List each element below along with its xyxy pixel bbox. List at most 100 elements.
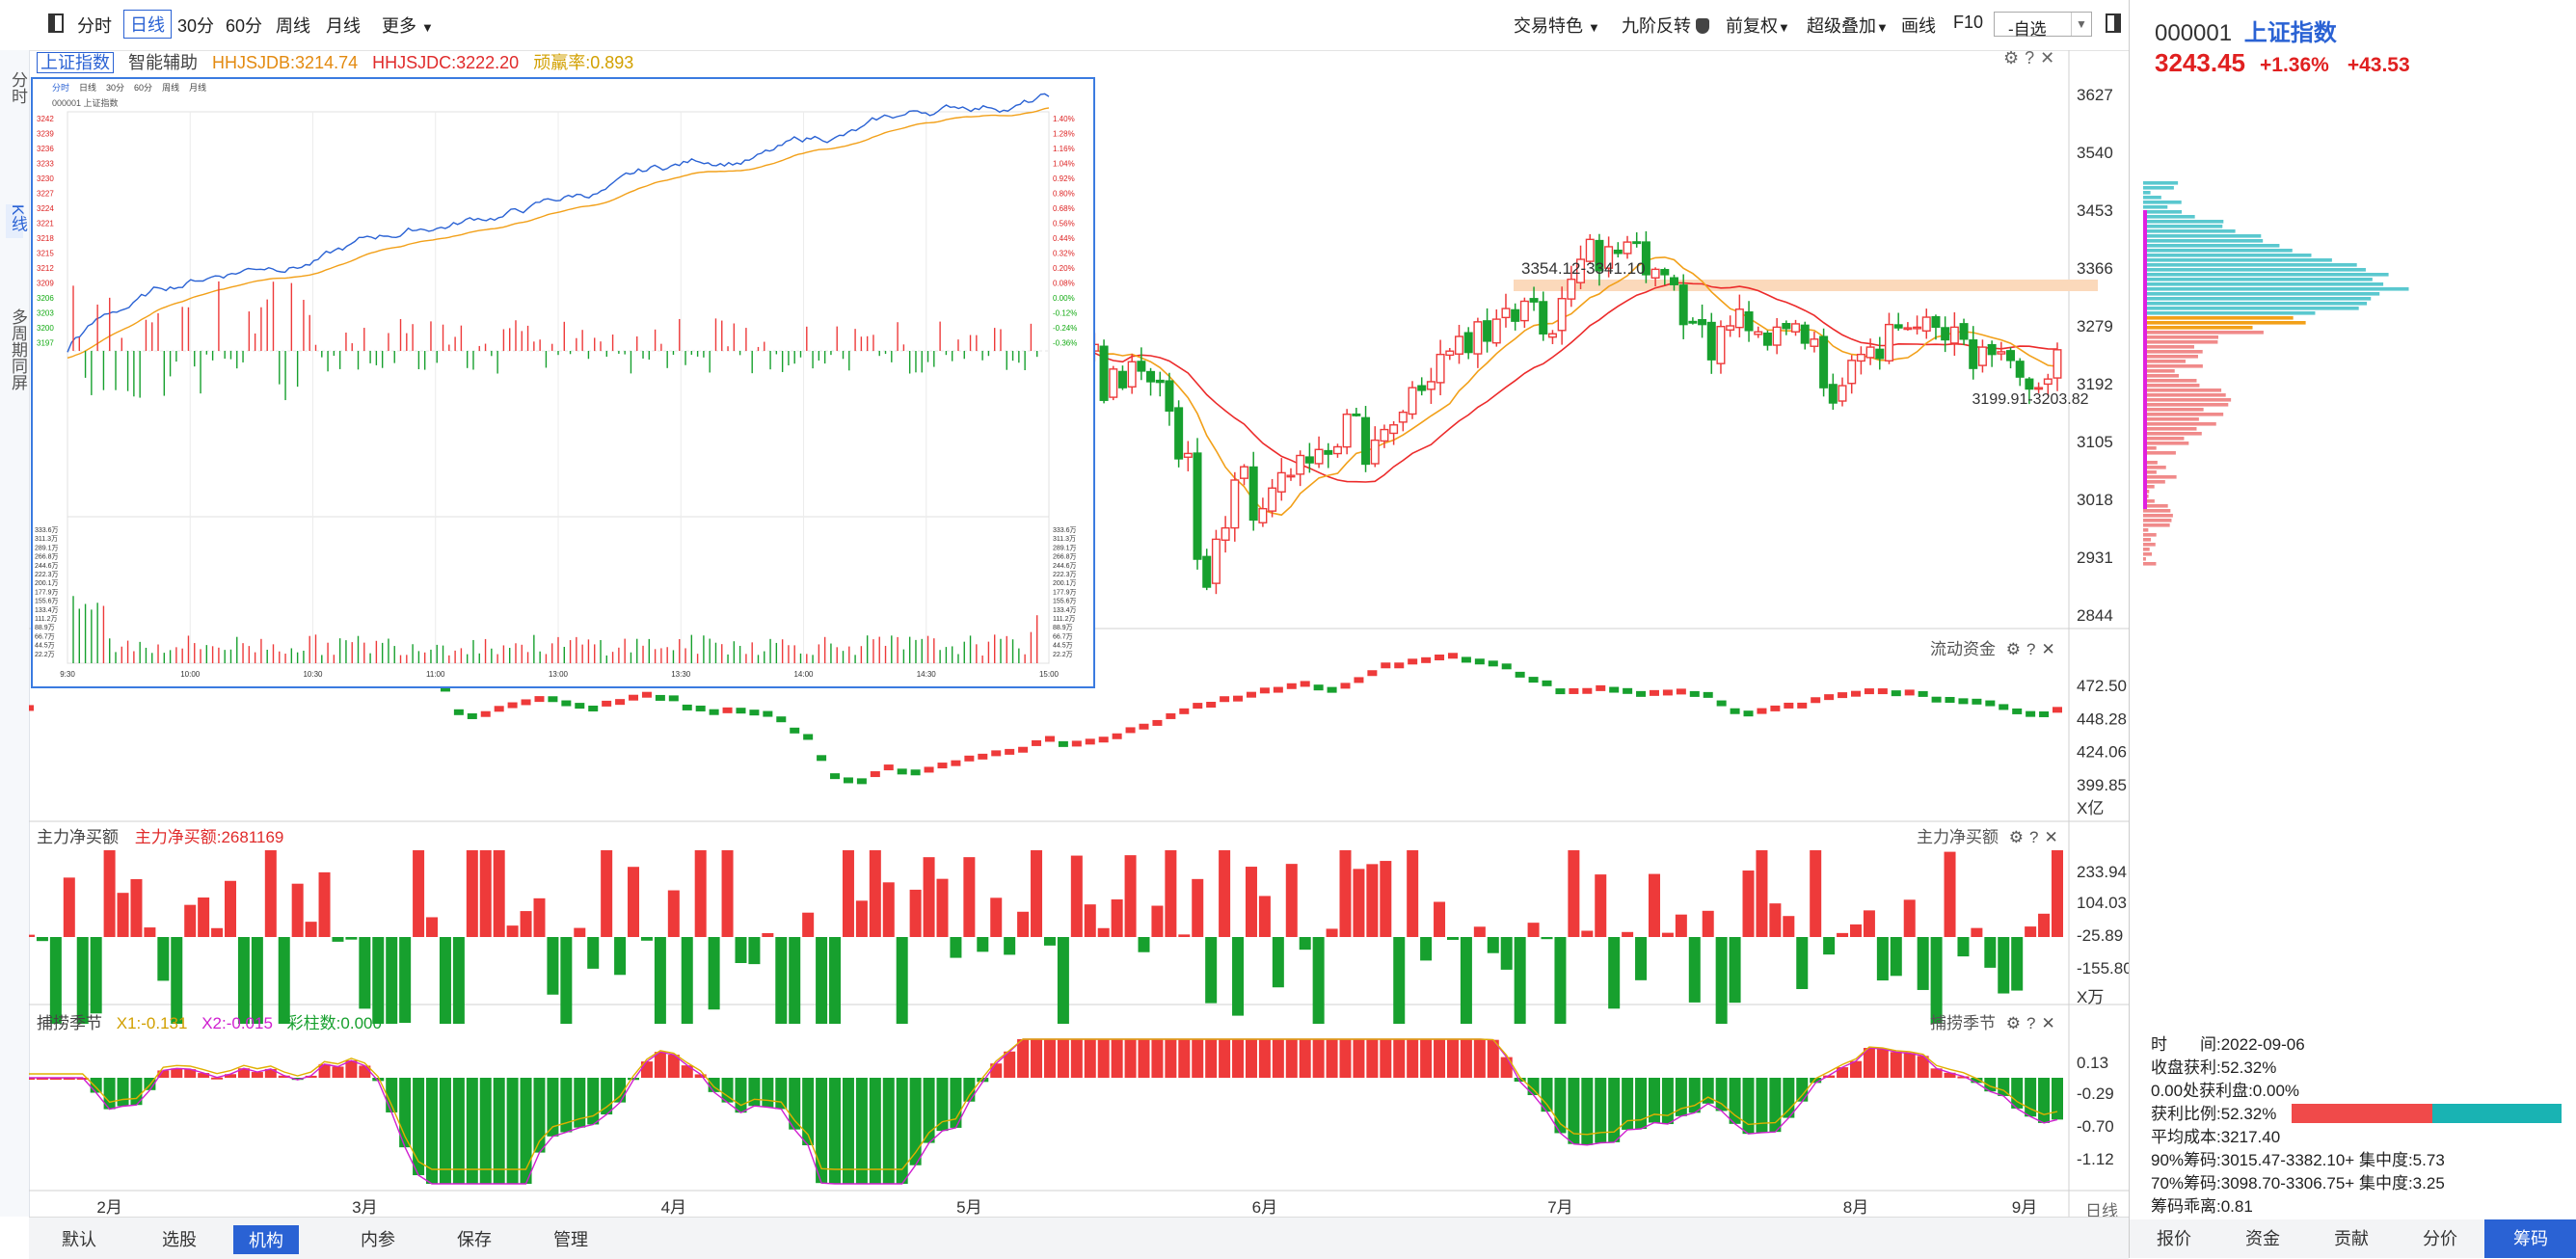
net-bar [1971, 927, 1983, 937]
season-bar [909, 1078, 922, 1165]
season-bar [1984, 1078, 1997, 1092]
bottom-tab-default[interactable]: 默认 [62, 1230, 96, 1249]
trade-feature-menu[interactable]: 交易特色 ▼ [1514, 13, 1600, 38]
tab-60min[interactable]: 60分 [226, 16, 263, 36]
season-title-text: 捕捞季节 [37, 1014, 102, 1032]
tab-weekly[interactable]: 周线 [276, 16, 310, 36]
season-bar [1420, 1039, 1433, 1078]
overlay-menu[interactable]: 超级叠加▼ [1807, 13, 1889, 38]
chip-bar [2143, 292, 2380, 296]
candle-body [1762, 332, 1772, 346]
adjust-menu[interactable]: 前复权▼ [1726, 13, 1790, 38]
chip-bar [2143, 480, 2165, 484]
season-bar [1903, 1053, 1916, 1078]
bottom-tab-institution[interactable]: 机构 [233, 1225, 299, 1254]
settings-icon[interactable]: ⚙ [2008, 828, 2024, 846]
month-label: 2月 [96, 1198, 121, 1217]
bottom-tab-save[interactable]: 保存 [457, 1230, 492, 1249]
side-tab-timeshare[interactable]: 分时 [6, 71, 27, 111]
f10-button[interactable]: F10 [1953, 13, 1984, 32]
flow-tick: 448.28 [2077, 710, 2127, 728]
net-bar [1446, 937, 1459, 940]
draw-line-button[interactable]: 画线 [1901, 16, 1936, 36]
flow-point [521, 699, 531, 706]
chip-bar [2143, 552, 2153, 556]
chip-bar [2143, 422, 2216, 426]
close-icon[interactable]: ✕ [2044, 828, 2058, 846]
net-bar [1057, 937, 1069, 1024]
tab-daily[interactable]: 日线 [123, 10, 172, 39]
side-tab-kline[interactable]: K线 [6, 204, 27, 239]
flow-point [494, 706, 504, 712]
flow-point [1528, 677, 1539, 683]
settings-icon[interactable]: ⚙ [2005, 640, 2021, 658]
net-bar [90, 937, 102, 1014]
season-bar [1541, 1078, 1553, 1112]
right-tab-funds[interactable]: 资金 [2218, 1219, 2308, 1258]
flow-point [910, 769, 921, 776]
chip-bar [2143, 186, 2174, 190]
season-tick: -0.70 [2077, 1117, 2114, 1136]
close-icon[interactable]: ✕ [2040, 48, 2061, 67]
help-icon[interactable]: ? [2028, 828, 2039, 846]
net-bar [117, 893, 129, 937]
side-tab-multi-period[interactable]: 多周期同屏 [6, 308, 27, 397]
inset-tab[interactable]: 周线 [162, 83, 180, 93]
index-name-badge[interactable]: 上证指数 [37, 52, 114, 73]
net-bar [1460, 937, 1472, 1024]
season-bar [264, 1068, 277, 1078]
candle-body [1137, 361, 1146, 372]
bottom-tab-insider[interactable]: 内参 [361, 1230, 395, 1249]
season-bar [1876, 1049, 1889, 1078]
season-bar [1366, 1039, 1379, 1078]
settings-icon[interactable]: ⚙ [2005, 1014, 2021, 1032]
chip-bar [2143, 302, 2368, 306]
right-tab-chips[interactable]: 筹码 [2484, 1219, 2576, 1258]
inset-left-tick: 3197 [37, 339, 54, 348]
season-title-right: 捕捞季节 [1930, 1014, 1996, 1032]
inset-tab[interactable]: 30分 [106, 83, 125, 93]
flow-point [1005, 748, 1015, 755]
chart-area[interactable]: 3354.12-3341.10 3199.91-3203.82 3627 3540 34… [29, 48, 2129, 1220]
layout-toggle-icon[interactable] [48, 13, 64, 33]
inset-tab[interactable]: 60分 [134, 83, 153, 93]
watchlist-select[interactable]: -自选 ▼ [1994, 12, 2092, 39]
help-icon[interactable]: ? [2026, 1014, 2036, 1032]
chip-bar [2143, 427, 2197, 431]
more-menu[interactable]: 更多 ▼ [382, 13, 434, 38]
nine-reversal-menu[interactable]: 九阶反转 [1622, 13, 1710, 38]
intraday-inset[interactable]: 3242 3239 3236 3233 3230 3227 3224 3221 3218 3215… [31, 77, 1095, 688]
inset-left-tick: 3239 [37, 130, 54, 139]
candle-body [1211, 538, 1221, 584]
inset-tab[interactable]: 日线 [79, 83, 97, 93]
inset-vol-tick: 244.6万 [1053, 562, 1077, 570]
inset-right-tick: -0.12% [1053, 309, 1077, 318]
inset-right-tick: 0.20% [1053, 264, 1075, 273]
tab-timeshare[interactable]: 分时 [77, 16, 112, 36]
inset-tab[interactable]: 月线 [189, 83, 207, 93]
net-bar [184, 904, 197, 937]
inset-vol-tick: 333.6万 [35, 526, 59, 534]
net-bar [36, 937, 48, 942]
chip-distribution [2143, 181, 2409, 566]
assist-label[interactable]: 智能辅助 [128, 53, 199, 72]
close-icon[interactable]: ✕ [2041, 640, 2055, 658]
inset-tab[interactable]: 分时 [52, 83, 70, 93]
right-tab-price[interactable]: 分价 [2396, 1219, 2485, 1258]
tab-monthly[interactable]: 月线 [326, 16, 361, 36]
right-tab-quote[interactable]: 报价 [2130, 1219, 2219, 1258]
settings-icon[interactable]: ⚙ [2003, 48, 2026, 67]
flow-point [575, 703, 585, 710]
right-tab-contribution[interactable]: 贡献 [2307, 1219, 2397, 1258]
help-icon[interactable]: ? [2025, 48, 2041, 67]
net-bar [789, 937, 801, 1024]
close-icon[interactable]: ✕ [2041, 1014, 2055, 1032]
net-bar [466, 850, 478, 937]
tab-30min[interactable]: 30分 [177, 16, 215, 36]
flow-point [1501, 663, 1512, 670]
side-tab-kline-label: K线 [9, 204, 27, 232]
panel-toggle-icon[interactable] [2106, 13, 2121, 33]
bottom-tab-manage[interactable]: 管理 [553, 1230, 588, 1249]
bottom-tab-select[interactable]: 选股 [162, 1230, 197, 1249]
help-icon[interactable]: ? [2026, 640, 2036, 658]
